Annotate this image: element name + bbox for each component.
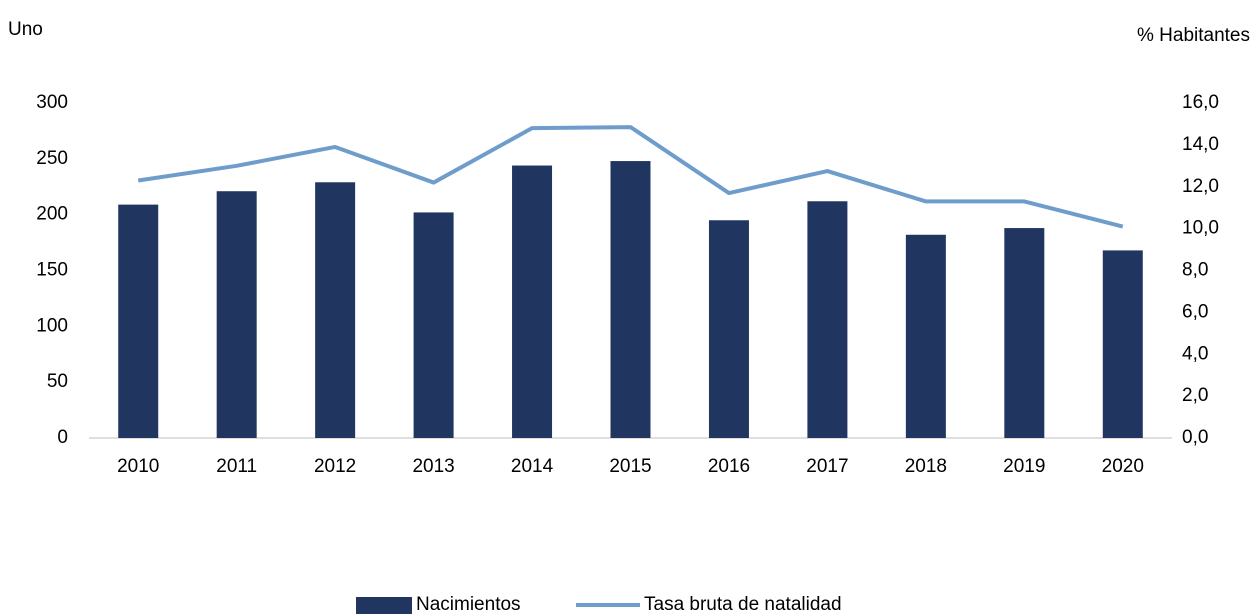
x-tick-label: 2019 (1003, 456, 1045, 477)
y-tick-label: 200 (36, 204, 68, 225)
x-tick-label: 2013 (412, 456, 454, 477)
y2-tick-label: 14,0 (1182, 134, 1219, 155)
bar (1102, 250, 1143, 438)
bar (610, 161, 651, 439)
bar (1004, 228, 1045, 438)
x-tick-label: 2015 (609, 456, 651, 477)
y-tick-label: 300 (36, 92, 68, 113)
y2-tick-label: 4,0 (1182, 343, 1208, 364)
bar (118, 204, 159, 438)
legend-label: Tasa bruta de natalidad (644, 594, 842, 615)
y2-tick-label: 12,0 (1182, 176, 1219, 197)
x-tick-label: 2010 (117, 456, 159, 477)
y-tick-label: 50 (47, 371, 68, 392)
y2-tick-label: 0,0 (1182, 427, 1208, 448)
y2-axis-title: % Habitantes (1137, 25, 1250, 46)
bar (905, 234, 946, 438)
legend-swatch (356, 597, 412, 614)
bar (807, 201, 848, 438)
bar (216, 191, 257, 438)
bar (315, 182, 356, 438)
y2-tick-label: 2,0 (1182, 385, 1208, 406)
x-tick-label: 2014 (511, 456, 554, 477)
x-tick-label: 2011 (216, 456, 257, 477)
x-tick-label: 2012 (314, 456, 356, 477)
y-tick-label: 100 (36, 315, 68, 336)
line (137, 125, 1124, 229)
legend-label: Nacimientos (416, 594, 521, 615)
x-tick-label: 2017 (806, 456, 848, 477)
y2-tick-label: 6,0 (1182, 301, 1208, 322)
bar (512, 165, 553, 439)
y2-tick-label: 10,0 (1182, 218, 1219, 239)
y-tick-label: 0 (57, 427, 68, 448)
y2-tick-label: 16,0 (1182, 92, 1219, 113)
bar (413, 212, 454, 438)
y-tick-label: 150 (36, 260, 68, 281)
x-tick-label: 2016 (708, 456, 750, 477)
bar (708, 220, 749, 438)
y-tick-label: 250 (36, 148, 68, 169)
y2-tick-label: 8,0 (1182, 260, 1208, 281)
x-tick-label: 2018 (905, 456, 947, 477)
y-axis-title: Uno (8, 19, 43, 40)
x-tick-label: 2020 (1102, 456, 1144, 477)
